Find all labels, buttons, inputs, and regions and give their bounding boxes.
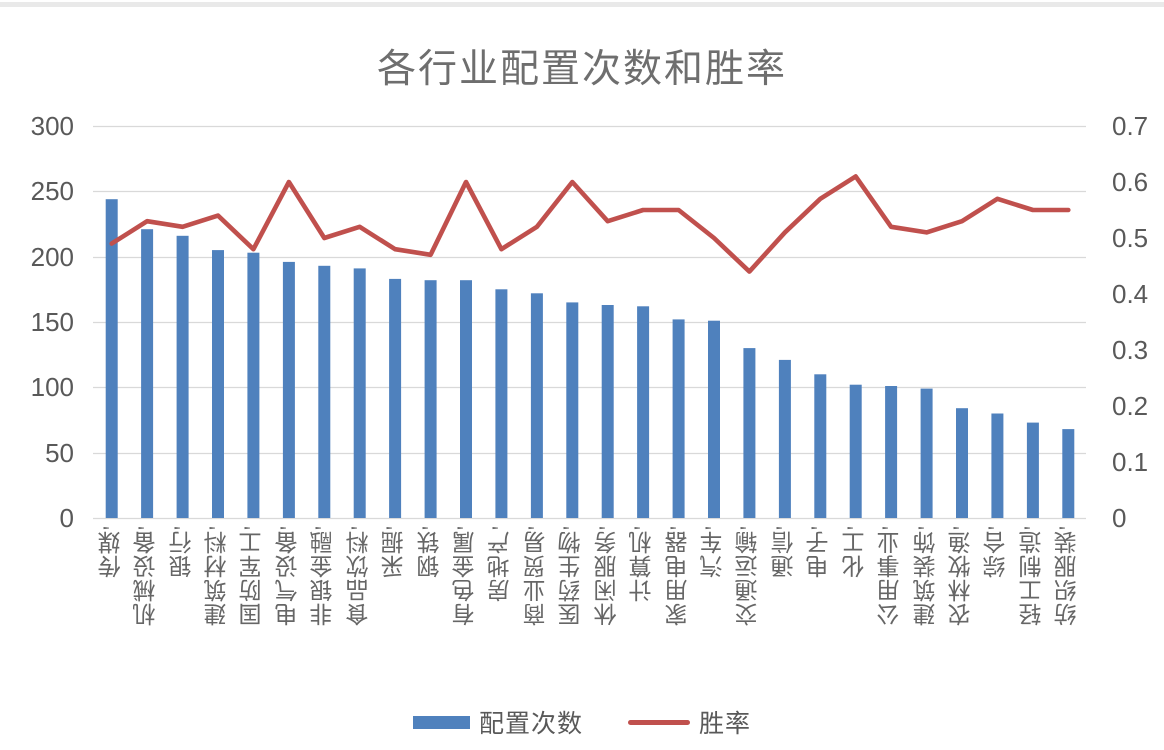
right-axis-tick: 0.4 [1112, 279, 1149, 309]
bar-3 [212, 250, 224, 518]
x-label-24: 农林牧渔' [949, 525, 974, 627]
left-axis-tick: 200 [30, 241, 74, 272]
x-label-19: 通信' [771, 525, 797, 579]
bar-22 [885, 386, 898, 518]
bar-24 [956, 408, 968, 518]
bar-9 [424, 280, 437, 518]
bar-1 [141, 229, 154, 518]
x-label-12: 商业贸易' [523, 525, 549, 627]
x-label-8: 采掘' [382, 525, 408, 579]
legend-line-label: 胜率 [699, 711, 752, 738]
x-label-16: 家用电器' [665, 525, 691, 627]
x-label-25: 综合' [984, 525, 1010, 579]
bar-16 [672, 319, 685, 518]
x-label-1: 机械设备' [134, 525, 160, 627]
left-axis-tick: 0 [59, 503, 74, 533]
bar-26 [1026, 422, 1039, 518]
x-label-4: 国防军工' [240, 525, 266, 627]
legend-bar-swatch [412, 715, 470, 729]
x-label-27: 纺织服装' [1055, 525, 1081, 627]
bar-8 [389, 278, 402, 518]
bar-17 [708, 320, 720, 518]
left-axis-tick: 150 [30, 307, 74, 337]
gridlines [93, 125, 1086, 520]
bar-11 [495, 289, 508, 518]
bar-6 [318, 265, 331, 518]
x-label-2: 银行' [169, 525, 195, 579]
window-top-strip [0, 2, 1164, 7]
left-axis-tick: 300 [30, 111, 74, 141]
legend: 配置次数 胜率 [0, 704, 1164, 740]
legend-line-swatch [628, 719, 690, 725]
bar-21 [849, 384, 862, 518]
x-label-20: 电子' [807, 525, 833, 579]
left-axis-tick: 50 [45, 437, 74, 468]
x-label-14: 休闲服务' [594, 525, 620, 627]
bar-4 [247, 252, 260, 518]
x-label-15: 计算机' [630, 525, 656, 603]
x-label-7: 食品饮料' [346, 525, 372, 627]
right-axis-tick: 0.6 [1112, 167, 1149, 197]
bar-27 [1062, 429, 1075, 518]
bar-12 [530, 293, 543, 518]
x-label-22: 公用事业' [878, 525, 904, 627]
bar-series [105, 199, 1075, 519]
bar-14 [601, 305, 614, 518]
right-axis-tick: 0 [1112, 503, 1127, 533]
right-axis-tick: 0.7 [1112, 111, 1149, 141]
bar-15 [637, 306, 650, 518]
bar-20 [814, 374, 827, 518]
x-label-13: 医药生物' [559, 525, 585, 627]
bar-23 [920, 388, 933, 518]
bar-19 [778, 359, 791, 518]
win-rate-line [109, 174, 1071, 274]
right-axis-tick: 0.3 [1112, 335, 1149, 365]
right-axis-tick: 0.1 [1112, 447, 1149, 477]
x-label-3: 建筑材料' [205, 525, 230, 627]
bar-13 [566, 302, 579, 518]
bar-7 [353, 268, 366, 518]
bar-0 [105, 199, 118, 518]
x-label-18: 交通运输' [736, 525, 762, 627]
x-label-10: 有色金属' [453, 525, 478, 627]
bar-18 [743, 348, 756, 518]
left-axis-tick: 250 [30, 176, 74, 207]
x-label-9: 钢铁' [417, 525, 443, 579]
x-label-11: 房地产' [488, 525, 514, 603]
x-label-17: 汽车' [701, 525, 726, 579]
bar-5 [282, 261, 295, 518]
x-label-0: 传媒' [98, 525, 124, 579]
x-label-5: 电气设备' [275, 525, 301, 627]
left-axis-tick: 100 [30, 372, 74, 403]
right-axis-tick: 0.5 [1112, 223, 1149, 253]
line-series [109, 174, 1071, 274]
bar-10 [460, 280, 472, 518]
bar-25 [991, 413, 1004, 518]
x-label-6: 非银金融' [311, 525, 337, 627]
bar-2 [176, 235, 189, 519]
x-label-21: 化工' [842, 525, 868, 579]
chart-title: 各行业配置次数和胜率 [376, 48, 787, 91]
x-label-23: 建筑装饰' [913, 525, 939, 627]
right-axis-tick: 0.2 [1112, 391, 1149, 421]
legend-bar-label: 配置次数 [478, 711, 583, 738]
x-label-26: 轻工制造' [1019, 525, 1045, 627]
